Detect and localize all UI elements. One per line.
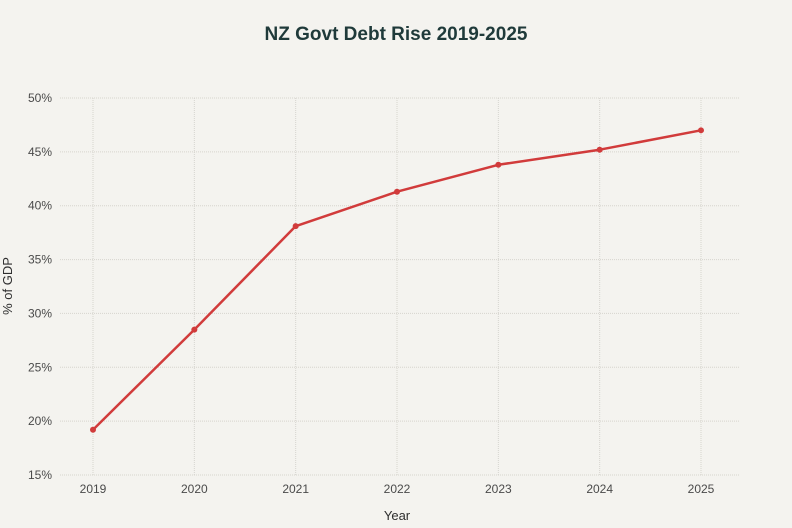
x-tick-label: 2022 (384, 482, 411, 496)
x-tick-label: 2019 (80, 482, 107, 496)
series-group (90, 127, 704, 433)
x-tick-label: 2020 (181, 482, 208, 496)
grid (60, 97, 740, 476)
y-tick-label: 40% (28, 199, 52, 213)
y-tick-label: 45% (28, 145, 52, 159)
y-tick-label: 35% (28, 253, 52, 267)
chart-title: NZ Govt Debt Rise 2019-2025 (265, 24, 528, 45)
y-axis-ticks: 15% 20% 25% 30% 35% 40% 45% 50% (28, 91, 52, 482)
y-axis-label: % of GDP (0, 257, 15, 315)
x-tick-label: 2021 (282, 482, 309, 496)
y-tick-label: 50% (28, 91, 52, 105)
y-tick-label: 25% (28, 360, 52, 374)
data-point (90, 426, 96, 433)
y-tick-label: 20% (28, 414, 52, 428)
data-point (596, 146, 603, 153)
data-point (191, 326, 198, 333)
y-tick-label: 15% (28, 468, 52, 482)
x-tick-label: 2023 (485, 482, 512, 496)
x-axis-label: Year (384, 508, 411, 523)
y-tick-label: 30% (28, 306, 52, 320)
x-tick-label: 2024 (586, 482, 613, 496)
data-point (394, 188, 400, 195)
data-point (698, 127, 704, 134)
data-point (495, 161, 502, 168)
data-point (292, 223, 299, 230)
x-tick-label: 2025 (688, 482, 715, 496)
x-axis-ticks: 2019 2020 2021 2022 2023 2024 2025 (80, 482, 715, 496)
